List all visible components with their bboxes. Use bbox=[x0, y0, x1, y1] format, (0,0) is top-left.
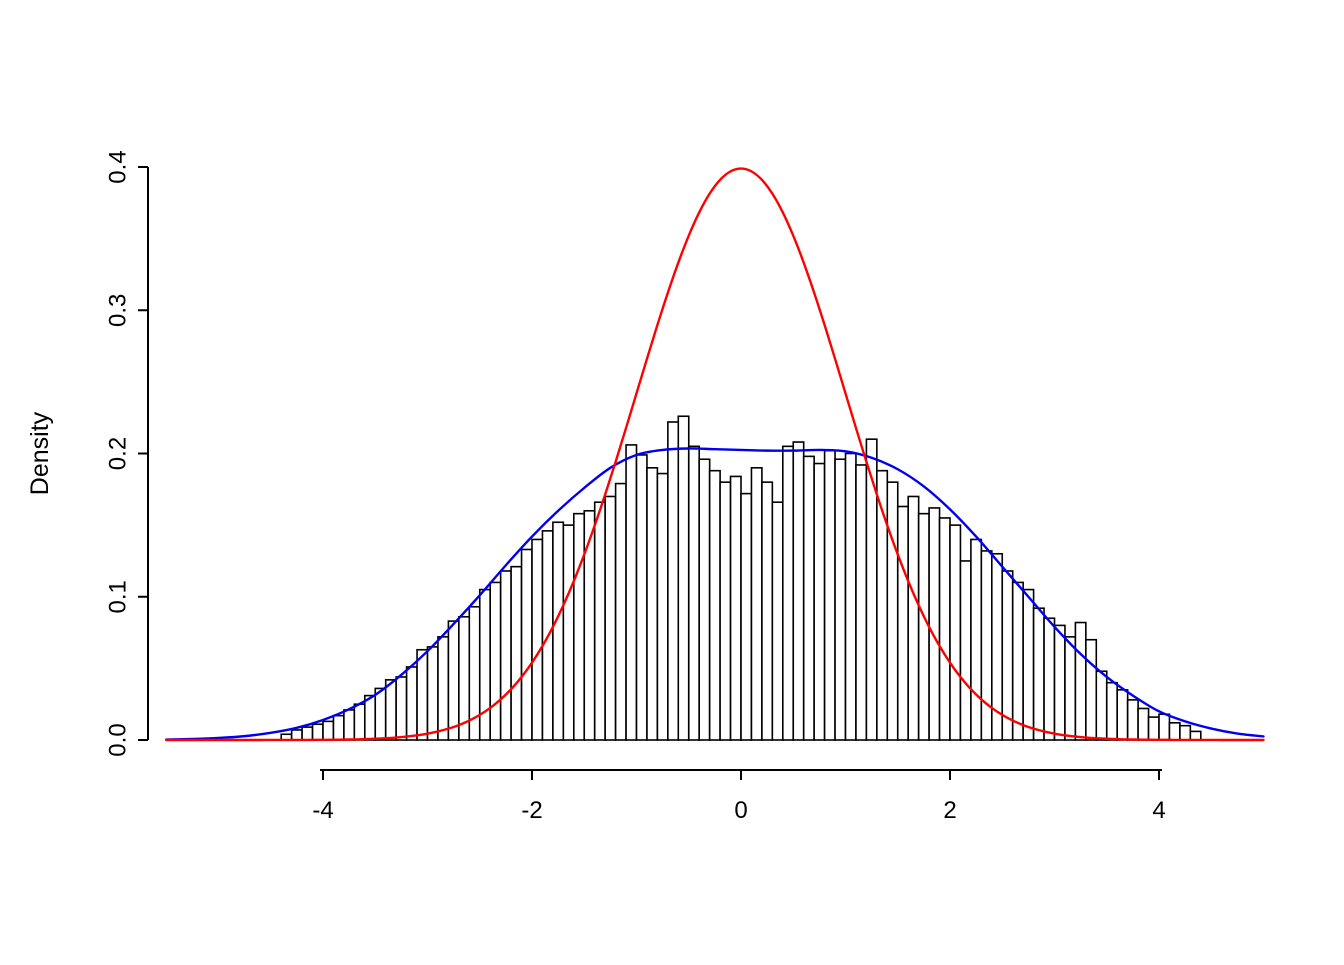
histogram-bar bbox=[531, 538, 544, 741]
x-tick-label: 0 bbox=[734, 797, 747, 824]
histogram-bar bbox=[405, 666, 418, 741]
histogram-bar bbox=[437, 636, 450, 741]
histogram-bar bbox=[729, 475, 742, 741]
histogram-bar bbox=[1085, 638, 1098, 741]
y-tick-label: 0.4 bbox=[105, 150, 132, 183]
histogram-bar bbox=[959, 560, 972, 741]
histogram-bar bbox=[374, 687, 387, 741]
histogram-bar bbox=[677, 415, 690, 741]
histogram-bar bbox=[322, 720, 335, 741]
y-tick-label: 0.3 bbox=[105, 294, 132, 327]
histogram-bar bbox=[1179, 724, 1192, 741]
histogram-bar bbox=[478, 588, 491, 741]
histogram-bar bbox=[687, 445, 700, 741]
histogram-bar bbox=[792, 441, 805, 741]
histogram-bar bbox=[855, 464, 868, 741]
histogram-bar bbox=[1126, 699, 1139, 741]
histogram-bar bbox=[572, 512, 586, 741]
histogram-bar bbox=[719, 481, 732, 741]
histogram-bar bbox=[761, 481, 774, 741]
x-tick-label: 4 bbox=[1152, 797, 1165, 824]
histogram-bar bbox=[635, 454, 648, 741]
histogram-bar bbox=[656, 472, 669, 741]
histogram-bar bbox=[938, 517, 951, 741]
histogram-bar bbox=[1022, 588, 1035, 741]
histogram-bar bbox=[823, 449, 836, 741]
histogram-bar bbox=[781, 445, 795, 741]
histogram-bar bbox=[1043, 617, 1056, 741]
histogram-bar bbox=[363, 694, 377, 741]
histogram-bar bbox=[416, 648, 429, 741]
histogram-bar bbox=[949, 524, 962, 741]
histogram-bar bbox=[1158, 713, 1171, 741]
histogram-bar bbox=[667, 421, 680, 741]
histogram-bar bbox=[646, 467, 659, 741]
histogram-bar bbox=[1064, 636, 1077, 741]
histogram-bar bbox=[1011, 581, 1024, 741]
histogram-bar bbox=[593, 501, 606, 741]
histogram-bar bbox=[343, 709, 356, 741]
histogram-bar bbox=[928, 507, 941, 741]
histogram-bar bbox=[332, 714, 345, 741]
histogram-bar bbox=[750, 467, 763, 741]
y-tick-label: 0.2 bbox=[105, 437, 132, 470]
histogram-bar bbox=[311, 723, 324, 741]
histogram-bar bbox=[447, 620, 460, 741]
histogram-bar bbox=[301, 726, 314, 741]
histogram-bar bbox=[844, 452, 857, 741]
histogram-bar bbox=[499, 570, 512, 741]
histogram-bar bbox=[552, 521, 565, 741]
histogram-bar bbox=[698, 458, 711, 741]
histogram-bar bbox=[970, 538, 983, 741]
histogram-bar bbox=[583, 509, 596, 741]
histogram-bar bbox=[1074, 621, 1087, 741]
histogram-bar bbox=[395, 676, 408, 741]
histogram-bar bbox=[353, 703, 366, 741]
histogram-bar bbox=[865, 438, 878, 741]
y-tick-label: 0.1 bbox=[105, 580, 132, 613]
histogram-bar bbox=[813, 462, 826, 741]
histogram-bar bbox=[625, 444, 638, 741]
histogram-bar bbox=[896, 505, 909, 741]
histogram-bar bbox=[771, 501, 784, 741]
histogram-bar bbox=[917, 512, 930, 741]
histogram-bar bbox=[614, 482, 627, 741]
histogram-bar bbox=[510, 565, 523, 741]
y-tick-label: 0.0 bbox=[105, 723, 132, 756]
histogram-bar bbox=[562, 524, 575, 741]
x-tick-label: -4 bbox=[312, 797, 333, 824]
histogram-bar bbox=[708, 469, 721, 741]
histogram-bar bbox=[1105, 681, 1118, 741]
histogram-bar bbox=[1147, 716, 1160, 741]
histogram-bar bbox=[980, 550, 993, 741]
y-axis-title: Density bbox=[26, 411, 54, 495]
histogram-bar bbox=[740, 492, 753, 741]
histogram-bar bbox=[834, 458, 847, 741]
x-tick-label: -2 bbox=[521, 797, 542, 824]
histogram-bar bbox=[886, 481, 899, 741]
histogram-bar bbox=[1189, 730, 1202, 741]
histogram-bar bbox=[384, 679, 397, 741]
histogram-bar bbox=[1168, 722, 1181, 741]
histogram-bar bbox=[1032, 607, 1045, 741]
histogram-bar bbox=[1116, 689, 1129, 741]
histogram-bar bbox=[802, 455, 815, 741]
histogram-bar bbox=[604, 495, 617, 741]
x-tick-label: 2 bbox=[943, 797, 956, 824]
histogram-bar bbox=[290, 729, 303, 741]
histogram-bar bbox=[907, 495, 920, 741]
histogram-bar bbox=[1095, 670, 1108, 741]
standard-normal-curve bbox=[165, 167, 1265, 742]
histogram-bar bbox=[520, 548, 533, 741]
histogram-bar bbox=[1053, 624, 1066, 741]
histogram-bar bbox=[426, 646, 439, 741]
kernel-density-curve bbox=[165, 447, 1265, 741]
histogram-bar bbox=[489, 581, 502, 741]
histogram-bar bbox=[1137, 707, 1150, 741]
